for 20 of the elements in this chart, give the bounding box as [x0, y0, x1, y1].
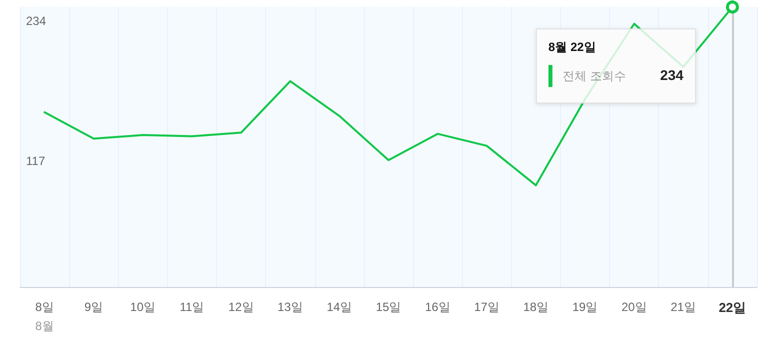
- x-tick-label: 9일: [84, 300, 104, 314]
- x-tick-label: 19일: [572, 300, 598, 314]
- x-tick-label: 14일: [326, 300, 352, 314]
- x-tick-label: 22일: [718, 300, 746, 315]
- x-tick-label: 17일: [474, 300, 500, 314]
- text: 8월: [35, 319, 54, 333]
- x-tick-label: 21일: [670, 300, 696, 314]
- x-tick-label: 15일: [376, 300, 402, 314]
- x-tick-label: 8일: [35, 300, 54, 314]
- y-tick-label: 117: [26, 154, 46, 168]
- annotation: 234: [660, 67, 684, 83]
- legend-label: 전체 조회수: [562, 69, 626, 83]
- x-tick-label: 13일: [278, 300, 303, 314]
- x-tick-label: 20일: [621, 300, 647, 314]
- x-tick-label: 12일: [228, 300, 254, 314]
- x-tick-label: 18일: [523, 300, 549, 314]
- x-tick-label: 16일: [424, 300, 450, 314]
- annotation: 8월 22일: [548, 40, 596, 54]
- x-tick-label: 11일: [180, 300, 204, 314]
- x-tick-label: 10일: [130, 300, 156, 314]
